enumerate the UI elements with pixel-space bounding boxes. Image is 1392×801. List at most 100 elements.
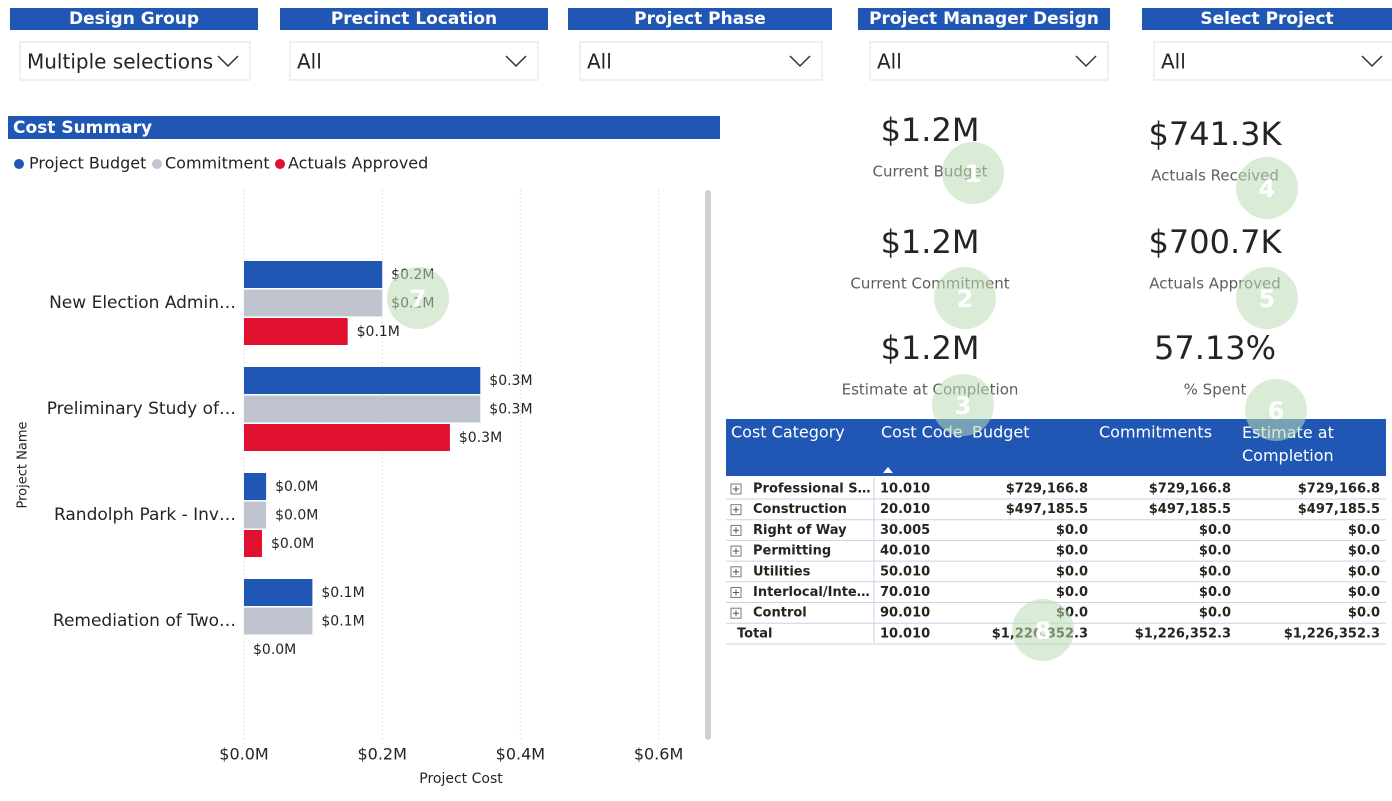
table-cell: 70.010 (880, 585, 930, 600)
badge-number: 6 (1268, 397, 1285, 425)
dropdown-value: Multiple selections (27, 50, 213, 74)
table-cell: 40.010 (880, 544, 930, 559)
table-cell: $0.0 (1199, 544, 1231, 559)
table-cell: $0.0 (1056, 564, 1088, 579)
bar (244, 607, 313, 635)
sort-icon (883, 467, 893, 473)
table-cell: $729,166.8 (1006, 482, 1088, 497)
category-label: Preliminary Study of… (47, 399, 236, 419)
chevron (1075, 55, 1097, 68)
badge-number: 7 (410, 285, 427, 313)
table-cell: 30.005 (880, 523, 930, 538)
kpi-value: 57.13% (1154, 329, 1276, 367)
value-label: $0.0M (275, 479, 318, 495)
dropdown[interactable] (869, 41, 1109, 81)
table-cell: 20.010 (880, 502, 930, 517)
filter-header (568, 8, 832, 30)
badge (1012, 599, 1074, 661)
expand-plus (733, 486, 739, 492)
filter-label: Select Project (1200, 9, 1333, 29)
table-cell: Interlocal/Inte… (753, 585, 870, 600)
dropdown[interactable] (289, 41, 539, 81)
kpi-value: $700.7K (1149, 223, 1283, 261)
dropdown[interactable] (579, 41, 823, 81)
table-cell: $0.0 (1199, 523, 1231, 538)
bar (244, 473, 267, 500)
value-label: $0.0M (275, 508, 318, 524)
value-label: $0.1M (357, 324, 400, 340)
expand-plus (733, 527, 739, 534)
badge-number: 8 (1035, 617, 1052, 645)
table-cell: Right of Way (753, 523, 847, 538)
badge-number: 3 (955, 392, 972, 420)
legend-dot (152, 159, 162, 169)
filter-label: Project Phase (634, 9, 766, 29)
table-cell: Control (753, 606, 807, 621)
value-label: $0.0M (253, 642, 296, 658)
expand-plus (733, 568, 739, 575)
legend-dot (14, 159, 24, 169)
bar (244, 501, 267, 529)
table-cell: $0.0 (1056, 523, 1088, 538)
x-tick-label: $0.4M (496, 745, 545, 764)
table-cell: $0.0 (1348, 606, 1380, 621)
chevron (789, 55, 811, 68)
dropdown-value: All (1161, 50, 1186, 74)
bar (244, 530, 262, 557)
bar (244, 289, 383, 317)
badge-number: 1 (965, 160, 982, 188)
table-cell: 50.010 (880, 564, 930, 579)
section-title: Cost Summary (13, 118, 152, 138)
category-label: New Election Admin… (49, 293, 236, 313)
table-cell: Permitting (753, 544, 831, 559)
table-cell: $0.0 (1199, 606, 1231, 621)
filter-label: Design Group (69, 9, 199, 29)
scrollbar[interactable] (705, 190, 711, 740)
table-cell: $0.0 (1056, 585, 1088, 600)
bar (244, 395, 481, 423)
y-axis-label: Project Name (16, 422, 31, 509)
dropdown[interactable] (19, 41, 251, 81)
table-cell: $0.0 (1348, 544, 1380, 559)
section-header (8, 116, 720, 139)
dropdown[interactable] (1153, 41, 1392, 81)
x-tick-label: $0.6M (634, 745, 683, 764)
category-label: Remediation of Two… (53, 611, 236, 631)
value-label: $0.1M (321, 585, 364, 601)
x-tick-label: $0.2M (357, 745, 406, 764)
bar (244, 318, 348, 345)
table-cell: $0.0 (1199, 585, 1231, 600)
bar (244, 424, 450, 451)
table-cell: $0.0 (1348, 585, 1380, 600)
badge-number: 2 (957, 285, 974, 313)
filter-header (1142, 8, 1392, 30)
value-label: $0.3M (489, 373, 532, 389)
total-cell: Total (737, 627, 773, 642)
badge-number: 5 (1259, 285, 1276, 313)
table-header: Cost Category (731, 423, 845, 442)
badge (942, 142, 1004, 204)
value-label: $0.1M (321, 614, 364, 630)
expand-plus (733, 548, 739, 555)
table-cell: $0.0 (1056, 544, 1088, 559)
filter-header (280, 8, 548, 30)
kpi-label: % Spent (1184, 381, 1247, 399)
chevron (1361, 55, 1383, 68)
table-cell: $0.0 (1348, 564, 1380, 579)
table-cell: $729,166.8 (1149, 482, 1231, 497)
bar (244, 261, 383, 288)
value-label: $0.3M (489, 402, 532, 418)
filter-label: Precinct Location (331, 9, 497, 29)
legend-dot (275, 159, 285, 169)
badge (1236, 157, 1298, 219)
kpi-value: $1.2M (881, 111, 980, 149)
table-cell: 10.010 (880, 482, 930, 497)
table-cell: $729,166.8 (1298, 482, 1380, 497)
badge (1236, 267, 1298, 329)
total-cell: $1,226,352.3 (1135, 627, 1231, 642)
table-cell: $497,185.5 (1298, 502, 1380, 517)
kpi-value: $1.2M (881, 223, 980, 261)
legend-label: Commitment (165, 154, 270, 173)
dropdown-value: All (587, 50, 612, 74)
expand-plus (733, 506, 739, 513)
